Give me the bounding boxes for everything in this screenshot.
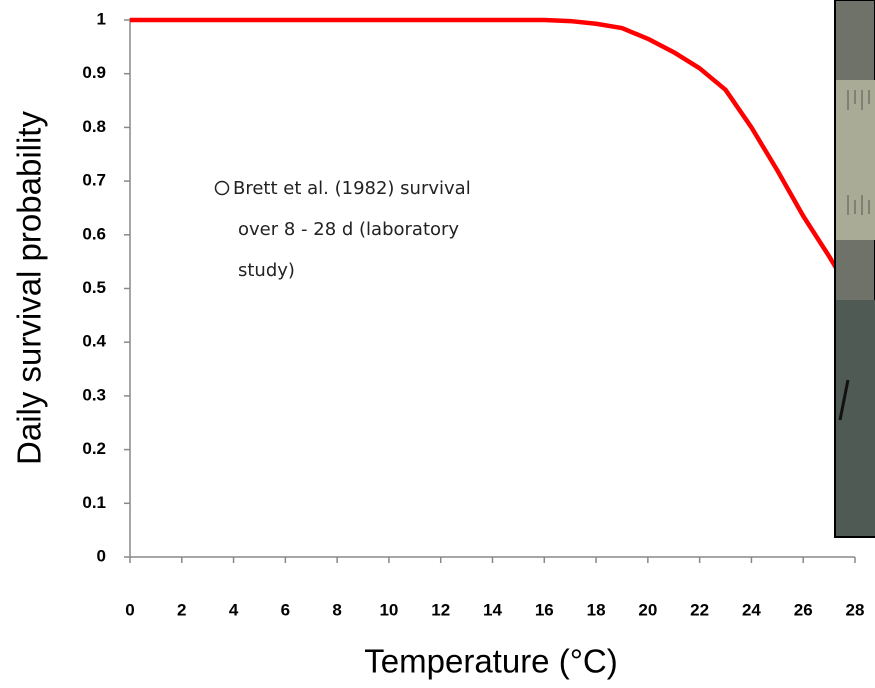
- annotation-line: over 8 - 28 d (laboratory: [238, 219, 459, 240]
- x-tick-label: 4: [229, 600, 239, 619]
- y-tick-label: 0.2: [82, 439, 106, 458]
- x-tick-label: 0: [125, 600, 134, 619]
- y-tick-label: 1: [97, 9, 106, 28]
- annotation-line: Brett et al. (1982) survival: [233, 178, 471, 199]
- photo-detail: [836, 300, 875, 536]
- x-tick-label: 22: [690, 600, 709, 619]
- x-tick-label: 12: [431, 600, 450, 619]
- x-tick-label: 26: [794, 600, 813, 619]
- y-tick-label: 0.9: [82, 63, 106, 82]
- photo: [834, 0, 875, 538]
- x-tick-label: 6: [281, 600, 290, 619]
- y-tick-label: 0.4: [82, 332, 106, 351]
- x-tick-label: 14: [483, 600, 502, 619]
- data-line: [130, 17, 857, 301]
- y-tick-label: 0.5: [82, 278, 106, 297]
- plot: [130, 17, 857, 301]
- y-tick-label: 0.3: [82, 385, 106, 404]
- x-axis-label: Temperature (°C): [364, 643, 617, 680]
- photo-detail: [838, 379, 850, 421]
- annotation: Brett et al. (1982) survival over 8 - 28 …: [233, 178, 471, 281]
- y-tick-label: 0.8: [82, 117, 106, 136]
- y-axis-label: Daily survival probability: [11, 111, 48, 465]
- x-tick-label: 2: [177, 600, 186, 619]
- legend-marker: [214, 180, 230, 196]
- annotation-line: study): [238, 260, 295, 281]
- y-tick-label: 0.1: [82, 493, 106, 512]
- x-tick-label: 24: [742, 600, 761, 619]
- x-tick-label: 8: [332, 600, 341, 619]
- x-tick-label: 20: [638, 600, 657, 619]
- x-tick-label: 10: [379, 600, 398, 619]
- x-tick-label: 28: [846, 600, 865, 619]
- x-tick-label: 18: [587, 600, 606, 619]
- y-tick-label: 0: [97, 546, 106, 565]
- y-tick-label: 0.7: [82, 171, 106, 190]
- x-tick-label: 16: [535, 600, 554, 619]
- photo-detail: [847, 90, 870, 215]
- y-tick-label: 0.6: [82, 224, 106, 243]
